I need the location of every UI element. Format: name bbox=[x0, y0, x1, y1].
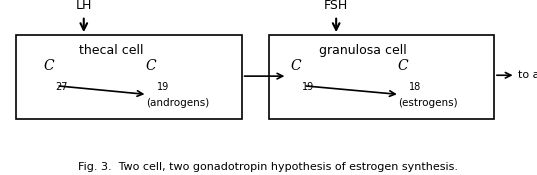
Text: thecal cell: thecal cell bbox=[78, 44, 143, 57]
Text: $C$: $C$ bbox=[144, 58, 157, 73]
Text: to antral cavity: to antral cavity bbox=[518, 70, 537, 80]
Text: FSH: FSH bbox=[324, 0, 349, 12]
Text: granulosa cell: granulosa cell bbox=[320, 44, 407, 57]
Bar bbox=[16, 35, 242, 119]
Text: LH: LH bbox=[76, 0, 92, 12]
Text: 18: 18 bbox=[409, 82, 421, 92]
Text: (estrogens): (estrogens) bbox=[398, 98, 458, 108]
Text: $C$: $C$ bbox=[397, 58, 409, 73]
Text: 19: 19 bbox=[156, 82, 169, 92]
Text: Fig. 3.  Two cell, two gonadotropin hypothesis of estrogen synthesis.: Fig. 3. Two cell, two gonadotropin hypot… bbox=[78, 162, 459, 172]
Text: 27: 27 bbox=[55, 82, 67, 92]
Text: 19: 19 bbox=[302, 82, 314, 92]
Text: (androgens): (androgens) bbox=[146, 98, 209, 108]
Text: $C$: $C$ bbox=[43, 58, 55, 73]
Text: $C$: $C$ bbox=[290, 58, 302, 73]
Bar bbox=[268, 35, 494, 119]
